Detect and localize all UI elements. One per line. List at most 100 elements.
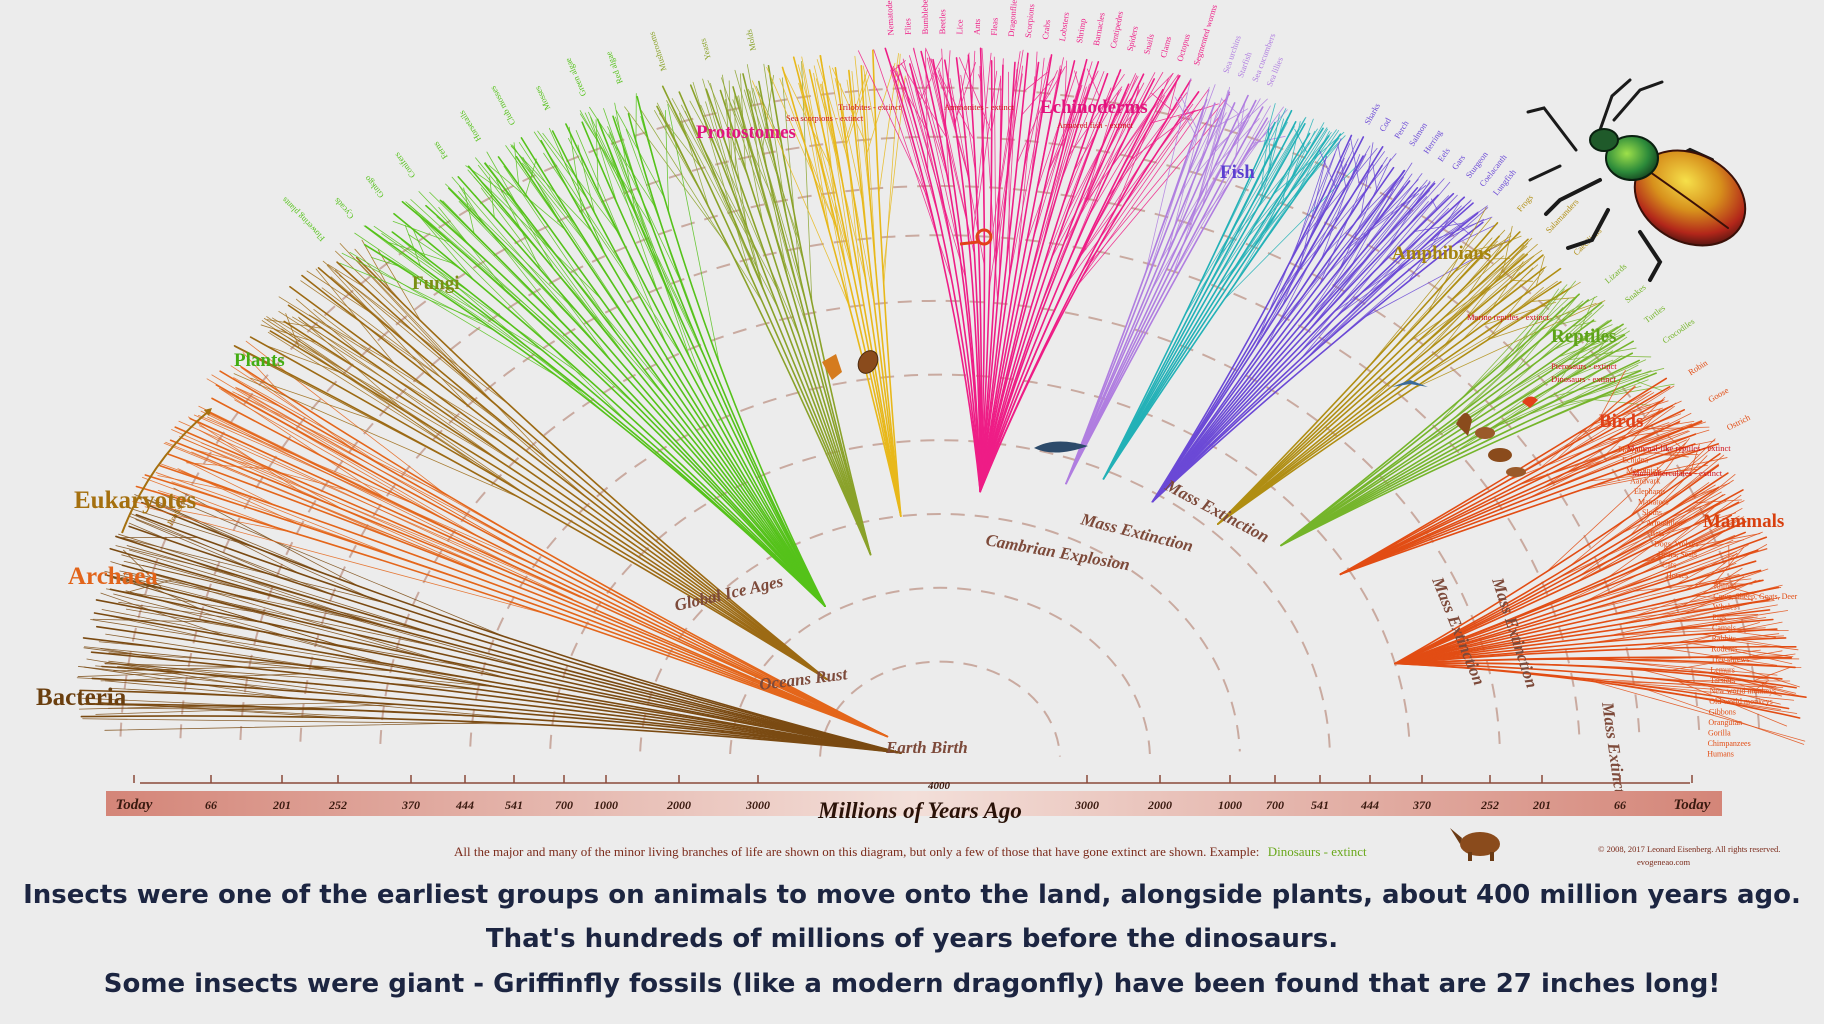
twig: [153, 490, 506, 638]
twig: [1030, 57, 1045, 178]
twig: [477, 164, 622, 352]
twig: [798, 76, 827, 221]
twig: [1219, 141, 1312, 255]
axis-tick-left: Today: [116, 797, 153, 813]
twig: [1579, 503, 1721, 581]
footnote-example: Dinosaurs - extinct: [1268, 844, 1367, 859]
twig: [1511, 280, 1534, 282]
time-ring: [469, 373, 1411, 747]
twig: [702, 78, 763, 288]
axis-tick-right: Today: [1674, 797, 1711, 813]
twig: [1414, 222, 1466, 232]
twig: [1632, 578, 1752, 592]
twig: [1422, 329, 1615, 446]
twig: [821, 81, 840, 238]
twig: [234, 399, 449, 522]
twig: [458, 190, 562, 322]
twig: [1636, 484, 1716, 533]
twig: [1106, 92, 1188, 199]
taxon-label: Lice: [954, 19, 964, 35]
note-mammal-like: Mammal-like reptiles - extinct: [1627, 443, 1731, 453]
branch: [1151, 194, 1439, 503]
twig: [1461, 255, 1535, 323]
twig: [1660, 610, 1789, 631]
twig: [100, 673, 305, 682]
axis-tick-right: 444: [1360, 798, 1379, 812]
twig: [1611, 627, 1766, 636]
taxon-label-mammal: Sloths: [1642, 508, 1662, 517]
twig: [122, 537, 372, 624]
taxon-label: Mushrooms: [646, 31, 668, 73]
twig: [1285, 156, 1388, 313]
branch: [1339, 408, 1686, 576]
twig: [937, 70, 970, 180]
twig: [113, 593, 381, 663]
axis-tick-left: 444: [455, 798, 474, 812]
twig: [1224, 129, 1337, 284]
creature-illustrations: [822, 228, 1538, 477]
twig: [740, 73, 746, 170]
twig: [761, 74, 774, 152]
twig: [542, 132, 619, 234]
taxon-label: Molds: [744, 28, 758, 51]
twig: [278, 311, 530, 472]
twig: [1056, 73, 1137, 244]
twig: [1492, 370, 1652, 428]
twig: [1620, 539, 1734, 590]
twig: [1576, 373, 1649, 399]
twig: [1594, 551, 1737, 604]
twig: [1518, 426, 1688, 486]
twig: [92, 618, 211, 623]
twig: [1029, 86, 1087, 280]
twig: [261, 320, 506, 483]
twig: [1197, 129, 1300, 306]
branch: [1280, 359, 1640, 547]
branch: [1102, 121, 1276, 480]
twig: [86, 658, 269, 690]
twig: [1205, 127, 1328, 314]
twig: [1271, 173, 1406, 334]
twig: [1689, 444, 1700, 476]
sea-scorpion-icon: [822, 354, 842, 380]
twig: [1700, 633, 1783, 647]
twig: [415, 211, 475, 281]
twig: [1579, 482, 1710, 577]
twig: [1387, 194, 1458, 269]
twig: [543, 152, 635, 287]
twig: [679, 112, 710, 208]
taxon-label: Conifers: [392, 151, 417, 181]
twig: [496, 179, 542, 271]
twig: [1185, 108, 1222, 179]
label-eukaryotes: Eukaryotes: [74, 487, 197, 514]
branch: [1217, 231, 1521, 525]
axis-tick-right: 370: [1412, 798, 1431, 812]
twig: [1235, 100, 1246, 158]
copyright-text: © 2008, 2017 Leonard Eisenberg. All righ…: [1598, 844, 1780, 854]
twig: [474, 194, 481, 202]
branch: [1102, 135, 1330, 480]
branch: [1280, 323, 1624, 547]
twig: [341, 252, 496, 332]
twig: [1419, 280, 1558, 378]
twig: [1319, 169, 1370, 285]
twig: [512, 144, 646, 349]
twig: [1152, 120, 1249, 289]
twig: [299, 318, 506, 466]
branch: [792, 56, 902, 517]
twig: [568, 126, 583, 216]
time-ring: [549, 439, 1331, 749]
twig: [1662, 647, 1778, 666]
twig: [1559, 500, 1727, 578]
twig: [1590, 531, 1763, 600]
twig: [361, 239, 392, 293]
twig: [1021, 76, 1056, 116]
footnote-text: All the major and many of the minor livi…: [454, 844, 1259, 859]
twig: [128, 522, 172, 542]
twig: [1429, 216, 1493, 242]
branch: [1280, 372, 1657, 547]
twig: [972, 52, 992, 236]
armored-fish-icon: [1034, 441, 1088, 453]
twig: [1442, 326, 1618, 432]
label-protostomes: Protostomes: [696, 122, 796, 143]
twig: [1248, 116, 1307, 224]
